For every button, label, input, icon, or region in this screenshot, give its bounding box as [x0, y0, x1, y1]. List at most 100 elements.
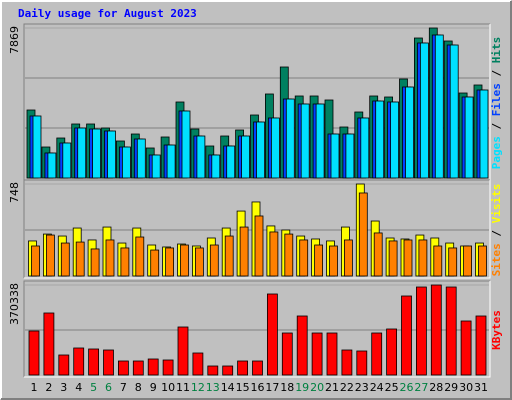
- bar: [194, 247, 204, 277]
- bar: [136, 138, 146, 179]
- bar: [386, 328, 398, 376]
- bar: [388, 240, 398, 277]
- bar: [73, 347, 85, 376]
- bar: [135, 236, 145, 277]
- bar: [299, 239, 309, 277]
- x-tick-label: 29: [444, 381, 458, 394]
- x-tick-label: 15: [236, 381, 250, 394]
- x-tick-label: 25: [385, 381, 399, 394]
- bar: [464, 96, 474, 179]
- bar: [479, 89, 489, 179]
- bar: [239, 226, 249, 277]
- bar: [373, 232, 383, 277]
- bar: [43, 312, 55, 376]
- bar: [433, 245, 443, 277]
- x-tick-label: 7: [120, 381, 127, 394]
- panel-bevel-dark: [23, 280, 490, 377]
- x-tick-label: 22: [340, 381, 354, 394]
- bar: [434, 34, 444, 179]
- bar: [463, 245, 473, 277]
- bar: [358, 192, 368, 277]
- bar: [31, 245, 40, 277]
- bar: [47, 152, 57, 179]
- x-tick-label: 12: [191, 381, 205, 394]
- bar: [311, 332, 323, 376]
- x-tick-label: 28: [429, 381, 443, 394]
- x-tick-label: 10: [161, 381, 175, 394]
- x-tick-label: 11: [176, 381, 190, 394]
- bar: [329, 245, 338, 277]
- bar: [177, 326, 189, 376]
- x-tick-label: 17: [265, 381, 279, 394]
- chart-title: Daily usage for August 2023: [18, 7, 197, 20]
- legend-entry: Hits: [490, 37, 503, 64]
- bar: [151, 154, 161, 179]
- bar: [478, 245, 487, 277]
- legend-separator: /: [490, 116, 503, 136]
- bar: [241, 135, 251, 179]
- y-tick-label: 370338: [8, 283, 21, 325]
- x-tick-label: 4: [75, 381, 82, 394]
- bar: [226, 145, 236, 179]
- x-tick-label: 21: [325, 381, 339, 394]
- x-tick-label: 23: [355, 381, 369, 394]
- bar: [211, 154, 221, 179]
- bar: [460, 320, 472, 376]
- y-tick-label: 7869: [8, 26, 21, 54]
- bar: [390, 101, 400, 179]
- bar: [403, 239, 413, 277]
- x-tick-label: 5: [90, 381, 97, 394]
- x-tick-label: 9: [150, 381, 157, 394]
- bar: [270, 117, 280, 179]
- bar: [120, 247, 130, 277]
- bar: [330, 133, 340, 179]
- bar: [285, 98, 295, 179]
- x-tick-label: 30: [459, 381, 473, 394]
- panel-bevel-dark: [23, 179, 490, 278]
- bar: [58, 354, 70, 376]
- bar: [419, 42, 429, 179]
- bar: [375, 100, 385, 179]
- bar: [415, 286, 427, 376]
- legend-entry: KBytes: [490, 310, 503, 350]
- bar: [405, 86, 414, 179]
- x-tick-label: 19: [295, 381, 309, 394]
- x-tick-label: 16: [251, 381, 265, 394]
- panel-bevel-dark: [23, 23, 490, 180]
- bar: [296, 315, 308, 376]
- legend: KBytes: [490, 310, 503, 350]
- x-tick-label: 18: [280, 381, 294, 394]
- bar: [401, 295, 412, 376]
- bar: [449, 44, 459, 179]
- x-tick-label: 31: [474, 381, 488, 394]
- bar: [103, 349, 114, 376]
- bar: [326, 332, 338, 376]
- bar: [28, 330, 40, 376]
- legend-entry: Sites: [490, 243, 503, 276]
- bar: [254, 215, 264, 277]
- bar: [92, 128, 101, 179]
- legend: Pages / Files / Hits: [490, 37, 503, 170]
- bar: [341, 349, 353, 376]
- bar: [360, 117, 370, 179]
- bar: [75, 241, 85, 277]
- bar: [162, 359, 174, 376]
- bar: [207, 365, 219, 376]
- bar: [418, 239, 428, 277]
- bar: [284, 233, 294, 277]
- bar: [445, 286, 457, 376]
- legend-entry: Pages: [490, 136, 503, 169]
- bar: [448, 247, 458, 277]
- bar: [281, 332, 293, 376]
- bar: [107, 130, 116, 179]
- x-tick-label: 20: [310, 381, 324, 394]
- bar: [132, 360, 144, 376]
- bar: [475, 315, 487, 376]
- bar: [209, 244, 219, 277]
- bar: [118, 360, 129, 376]
- x-tick-label: 2: [45, 381, 52, 394]
- bar: [165, 247, 175, 277]
- x-tick-label: 1: [31, 381, 38, 394]
